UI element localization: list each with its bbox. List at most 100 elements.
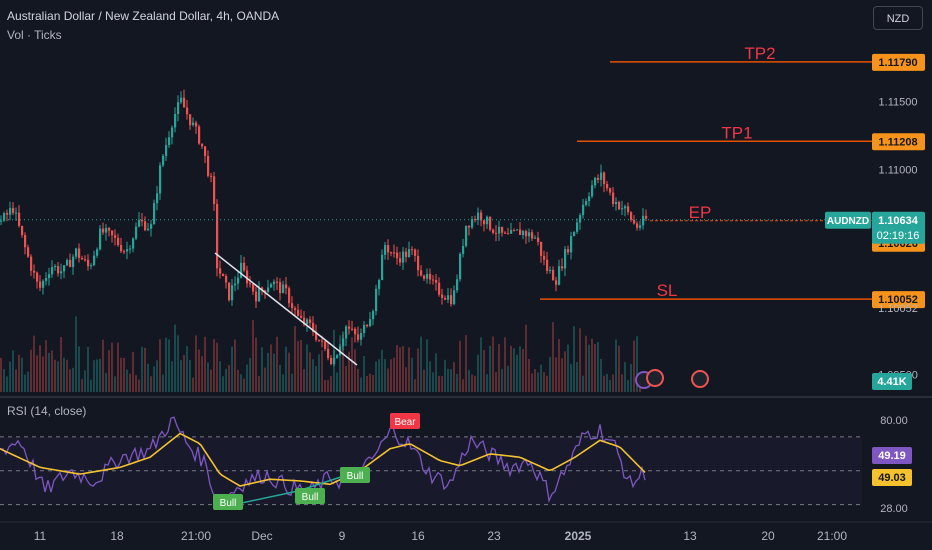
volume-bar: [357, 368, 359, 392]
volume-bar: [288, 352, 290, 392]
volume-bar: [585, 335, 587, 392]
candle-body: [513, 229, 516, 231]
time-axis-tick: 18: [110, 529, 124, 543]
candle-body: [534, 237, 537, 239]
volume-bar: [141, 346, 143, 392]
volume-bar: [204, 336, 206, 392]
candle-body: [585, 201, 588, 205]
marker-label: Bull: [347, 471, 364, 482]
candle-body: [195, 122, 198, 127]
volume-bar: [45, 340, 47, 392]
candle-body: [477, 212, 480, 220]
time-axis-tick: Dec: [251, 529, 272, 543]
candle-body: [474, 219, 477, 221]
currency-button[interactable]: NZD: [873, 6, 923, 30]
candle-body: [330, 357, 333, 365]
candle-body: [63, 265, 66, 272]
marker-label: Bear: [394, 417, 416, 428]
candle-body: [498, 226, 501, 234]
volume-bar: [51, 350, 53, 392]
candle-body: [393, 252, 396, 254]
candle-body: [27, 247, 30, 257]
volume-bar: [237, 369, 239, 392]
volume-bar: [450, 369, 452, 392]
candle-body: [579, 215, 582, 223]
volume-bar: [570, 364, 572, 392]
candle-body: [432, 279, 435, 281]
volume-bar: [195, 335, 197, 392]
volume-bar: [84, 370, 86, 392]
candle-body: [348, 326, 351, 329]
candle-body: [564, 249, 567, 269]
candle-body: [390, 252, 393, 254]
candle-body: [255, 291, 258, 302]
candle-body: [282, 284, 285, 294]
volume-bar: [447, 368, 449, 392]
candle-body: [633, 219, 636, 224]
candle-body: [21, 225, 24, 236]
volume-bar: [123, 358, 125, 392]
volume-bar: [189, 360, 191, 392]
volume-bar: [66, 359, 68, 392]
volume-bar: [60, 337, 62, 392]
volume-bar: [393, 357, 395, 392]
candle-body: [186, 107, 189, 115]
volume-bar: [513, 348, 515, 392]
volume-bar: [72, 367, 74, 392]
volume-bar: [576, 362, 578, 392]
candle-body: [102, 228, 105, 233]
marker-bear: [390, 413, 420, 429]
candle-body: [543, 255, 546, 260]
volume-bar: [390, 359, 392, 392]
candle-body: [480, 212, 483, 221]
volume-bar: [564, 351, 566, 392]
candle-body: [285, 284, 288, 289]
candle-body: [342, 338, 345, 347]
candle-body: [486, 216, 489, 225]
candle-body: [621, 208, 624, 210]
volume-bar: [507, 365, 509, 392]
volume-bar: [468, 369, 470, 392]
candle-body: [108, 227, 111, 231]
candle-body: [150, 224, 153, 229]
candle-body: [36, 272, 39, 282]
candle-body: [135, 226, 138, 239]
candle-body: [0, 220, 3, 222]
volume-bar: [24, 374, 26, 392]
volume-bar: [225, 368, 227, 392]
candle-body: [270, 284, 273, 288]
chart-title: Australian Dollar / New Zealand Dollar, …: [7, 9, 280, 23]
volume-bar: [168, 339, 170, 392]
volume-bar: [309, 352, 311, 392]
candle-body: [357, 334, 360, 340]
candle-body: [624, 206, 627, 209]
volume-bar: [519, 346, 521, 392]
candle-body: [240, 262, 243, 278]
volume-bar: [312, 359, 314, 392]
candle-body: [3, 213, 6, 221]
volume-bar: [93, 360, 95, 392]
candle-body: [42, 280, 45, 288]
volume-bar: [30, 349, 32, 392]
candle-body: [144, 221, 147, 231]
volume-bar: [297, 341, 299, 392]
candle-body: [72, 256, 75, 268]
candle-body: [555, 280, 558, 285]
marker-label: Bull: [302, 492, 319, 503]
candle-body: [33, 270, 36, 273]
marker-bull: [295, 488, 325, 504]
candle-body: [570, 236, 573, 253]
candle-body: [594, 177, 597, 186]
rsi-axis-tick: 28.00: [880, 503, 908, 515]
volume-bar: [402, 345, 404, 392]
volume-bar: [213, 339, 215, 392]
volume-bar: [588, 344, 590, 392]
volume-bar: [579, 328, 581, 392]
volume-bar: [216, 342, 218, 392]
candle-body: [456, 279, 459, 291]
candle-body: [561, 266, 564, 269]
candle-body: [231, 285, 234, 301]
volume-bar: [129, 373, 131, 392]
